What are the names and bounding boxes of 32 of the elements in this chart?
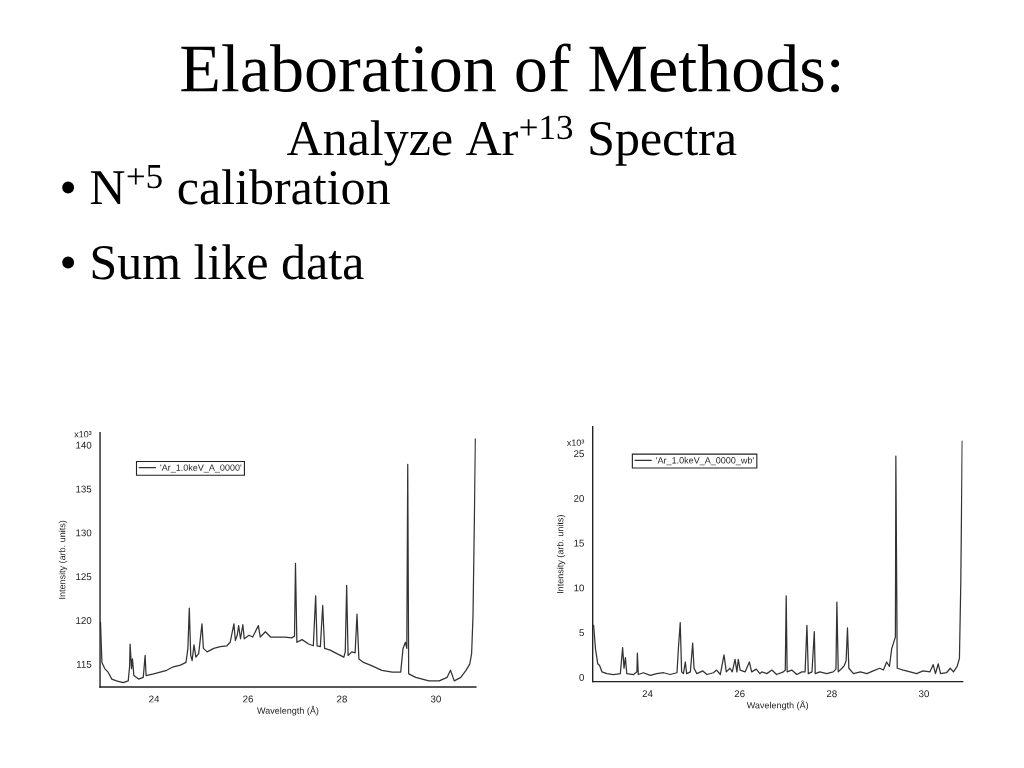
text: • Sum like data (62, 244, 364, 280)
text: Analyze Ar$^{+13}$ Spectra (286, 115, 737, 166)
x-tick-label: 24 (149, 695, 160, 703)
x-tick-label: 26 (734, 690, 745, 698)
y-tick-label: 125 (76, 573, 92, 581)
y-axis-title: Intensity (arb. units) (58, 520, 68, 599)
y-tick-label: 140 (76, 441, 92, 449)
x-axis-title: Wavelength (Å) (746, 700, 809, 711)
text: Elaboration of Methods: (181, 43, 840, 93)
y-tick-label: 120 (76, 617, 92, 624)
y-tick-label: 5 (579, 629, 584, 637)
y-tick-label: 0 (579, 673, 584, 681)
y-tick-label: 20 (574, 495, 584, 502)
y-tick-label: 15 (574, 539, 584, 547)
x-axis-title: Wavelength (Å) (257, 705, 319, 716)
y-tick-label: 130 (76, 529, 92, 537)
text: • N$^{+5}$ calibration (62, 165, 390, 205)
text: x10³ (74, 431, 92, 438)
x-tick-label: 28 (337, 695, 347, 703)
y-tick-label: 115 (76, 661, 92, 668)
x-tick-label: 30 (918, 690, 929, 698)
legend-label: 'Ar_1.0keV_A_0000' (160, 464, 242, 473)
y-axis-title: Intensity (arb. units) (556, 515, 566, 593)
y-tick-label: 10 (574, 584, 584, 592)
x-tick-label: 28 (826, 690, 837, 698)
x-tick-label: 30 (430, 695, 441, 703)
x-tick-label: 26 (243, 695, 253, 703)
y-tick-label: 25 (574, 450, 584, 458)
text: x10³ (566, 439, 585, 446)
legend-label: 'Ar_1.0keV_A_0000_wb' (656, 456, 754, 466)
y-tick-label: 135 (76, 485, 92, 493)
x-tick-label: 24 (642, 690, 653, 698)
